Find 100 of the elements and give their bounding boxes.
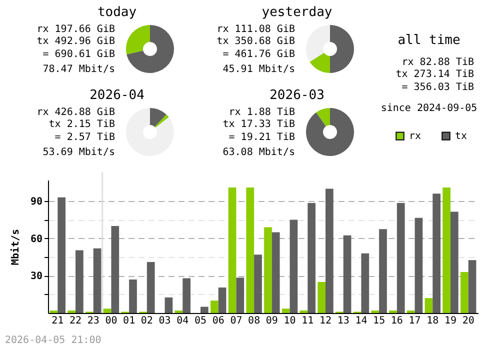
text: tx 273.14 TiB [396, 69, 474, 80]
bar [308, 202, 316, 313]
bar [58, 197, 66, 313]
bar [272, 232, 280, 313]
y-axis-title: Mbit/s [9, 228, 22, 266]
bar [218, 288, 226, 313]
donut-slice [126, 25, 174, 73]
x-tick-label: 19 [444, 316, 457, 326]
bar [146, 262, 155, 313]
x-tick-label: 18 [426, 316, 439, 326]
text: rx 1.88 TiB [228, 107, 295, 118]
text: 45.91 Mbit/s [222, 64, 295, 75]
bar [76, 250, 84, 313]
x-tick-label: 07 [230, 316, 242, 326]
text: rx 111.08 GiB [216, 24, 295, 35]
x-tick-label: 08 [248, 316, 260, 326]
x-tick-label: 05 [194, 316, 207, 326]
text: = 690.61 GiB [42, 49, 115, 60]
bar [424, 298, 433, 313]
x-tick-label: 02 [140, 316, 153, 326]
x-tick-label: 10 [284, 316, 296, 326]
donut-slice [316, 108, 330, 126]
bar [450, 212, 458, 313]
donut-slice [310, 52, 330, 73]
text: tx 492.96 GiB [36, 36, 115, 47]
text: rx 197.66 GiB [36, 24, 115, 35]
text: = 461.76 GiB [222, 49, 295, 60]
bar [442, 187, 450, 313]
bar [210, 300, 218, 313]
bar [236, 278, 244, 313]
chart-title: 2026-04 [90, 88, 145, 103]
bar [164, 297, 173, 313]
donut-slice [126, 25, 150, 54]
x-tick-label: 13 [337, 316, 350, 326]
text: tx 2.15 TiB [48, 119, 115, 130]
donut-slice [126, 108, 174, 156]
bar [318, 282, 326, 313]
bar [326, 188, 334, 313]
text: tx 350.68 GiB [216, 36, 295, 47]
x-tick-label: 16 [390, 316, 403, 326]
donut-slice [306, 108, 354, 156]
x-tick-label: 22 [69, 316, 82, 326]
text: tx 17.33 TiB [222, 119, 295, 130]
text: rx 426.88 GiB [36, 107, 115, 118]
y-tick-label: 60 [30, 234, 42, 245]
text: 63.08 Mbit/s [222, 147, 295, 158]
legend-label: tx [455, 131, 468, 142]
text: = 2.57 TiB [54, 132, 115, 143]
x-tick-label: 09 [266, 316, 278, 326]
x-tick-label: 17 [408, 316, 421, 326]
x-tick-label: 21 [52, 316, 64, 326]
bar [246, 187, 254, 313]
bar [282, 308, 290, 313]
bar [343, 235, 352, 313]
x-tick-label: 04 [176, 316, 189, 326]
text: = 356.03 TiB [402, 82, 474, 93]
chart-title: yesterday [262, 5, 332, 20]
bar [414, 218, 423, 313]
bar [460, 272, 468, 313]
bar [129, 279, 137, 313]
x-tick-label: 15 [373, 316, 386, 326]
x-tick-label: 06 [212, 316, 224, 326]
x-tick-label: 20 [462, 316, 474, 326]
x-tick-label: 11 [302, 316, 314, 326]
bar [361, 253, 370, 313]
text: 78.47 Mbit/s [42, 64, 115, 75]
bar [111, 226, 120, 313]
legend-label: rx [409, 131, 422, 142]
text: rx 82.88 TiB [402, 57, 474, 68]
x-tick-label: 23 [87, 316, 100, 326]
chart-title: today [97, 5, 137, 20]
y-tick-label: 30 [30, 271, 42, 282]
text: = 19.21 TiB [228, 132, 295, 143]
donut-slice [154, 114, 169, 128]
text: since 2024-09-05 [380, 103, 478, 114]
donut-slice [330, 25, 354, 73]
bar [432, 194, 440, 313]
bar [182, 278, 190, 313]
text: all time [398, 33, 460, 48]
x-tick-label: 01 [123, 316, 136, 326]
x-tick-label: 14 [355, 316, 368, 326]
bar [264, 227, 272, 313]
bar [254, 254, 262, 313]
bar [290, 220, 298, 313]
bar [468, 260, 476, 313]
y-tick-label: 90 [30, 196, 42, 208]
bar [93, 248, 102, 313]
donut-slice [306, 25, 330, 62]
donut-slice [150, 108, 166, 127]
chart-title: 2026-03 [270, 88, 324, 103]
text: 2026-04-05 21:00 [5, 335, 102, 346]
text: 53.69 Mbit/s [42, 147, 115, 158]
x-tick-label: 00 [105, 316, 118, 326]
bar [228, 187, 236, 313]
bar [396, 202, 405, 313]
bar [103, 308, 112, 313]
bar [379, 229, 387, 313]
bar [200, 306, 208, 313]
x-tick-label: 12 [319, 316, 332, 326]
x-tick-label: 03 [158, 316, 171, 326]
